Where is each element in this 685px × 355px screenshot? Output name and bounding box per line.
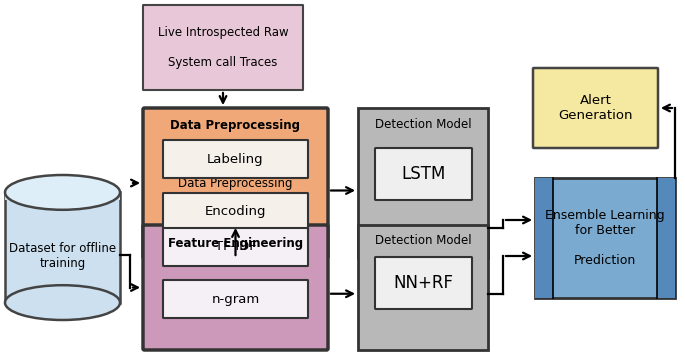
FancyBboxPatch shape [143,5,303,90]
Bar [5,191,120,200]
Bar [535,178,675,298]
Text: Data Preprocessing: Data Preprocessing [178,176,292,190]
FancyBboxPatch shape [375,257,472,309]
Text: Ensemble Learning
for Better

Prediction: Ensemble Learning for Better Prediction [545,209,665,267]
Text: Alert
Generation: Alert Generation [558,94,633,122]
Text: Labeling: Labeling [207,153,264,165]
Text: Feature Engineering: Feature Engineering [175,281,295,294]
FancyBboxPatch shape [375,148,472,200]
Ellipse shape [5,285,120,320]
Text: Live Introspected Raw

System call Traces: Live Introspected Raw System call Traces [158,26,288,69]
Text: TF-IDF: TF-IDF [214,240,256,253]
FancyBboxPatch shape [163,140,308,178]
Text: Detection Model: Detection Model [375,281,471,294]
Text: NN+RF: NN+RF [393,274,453,292]
Bar [535,178,553,298]
Text: Dataset for offline
training: Dataset for offline training [9,242,116,270]
Text: LSTM: LSTM [401,165,446,183]
FancyBboxPatch shape [143,108,328,258]
Text: Detection Model: Detection Model [375,176,471,190]
FancyBboxPatch shape [163,193,308,231]
Text: Detection Model: Detection Model [375,118,471,131]
FancyBboxPatch shape [163,280,308,318]
Bar [657,178,675,298]
Text: Feature Engineering: Feature Engineering [168,236,303,250]
Text: n-gram: n-gram [212,293,260,306]
Bar [358,225,488,350]
Bar [358,108,488,258]
FancyBboxPatch shape [533,68,658,148]
FancyBboxPatch shape [143,225,328,350]
Bar [5,192,120,302]
Ellipse shape [5,175,120,210]
Text: Detection Model: Detection Model [375,235,471,247]
Text: Data Preprocessing: Data Preprocessing [171,120,301,132]
Text: Encoding: Encoding [205,206,266,218]
FancyBboxPatch shape [163,228,308,266]
